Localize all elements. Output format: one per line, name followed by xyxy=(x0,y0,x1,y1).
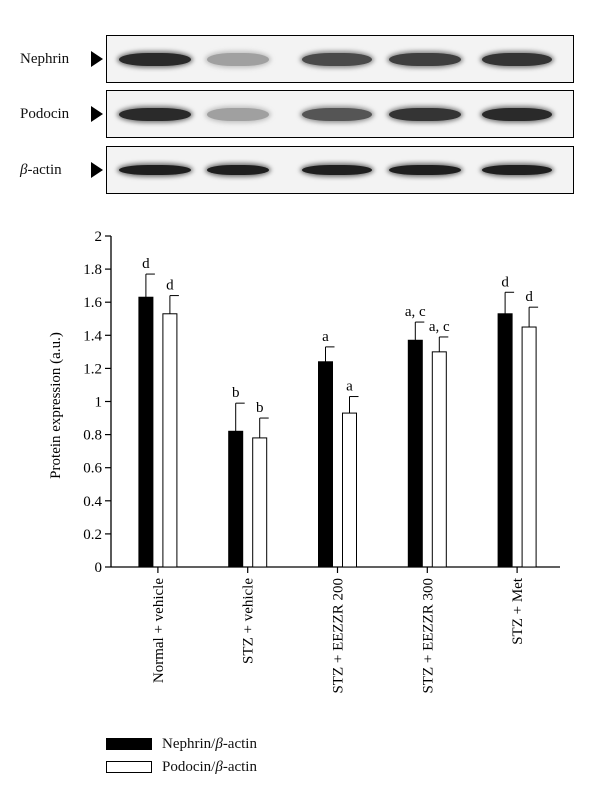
y-tick-label: 0.2 xyxy=(83,527,102,543)
significance-label: d xyxy=(166,278,174,294)
actin-label-suffix: -actin xyxy=(27,161,62,178)
y-axis-label: Protein expression (a.u.) xyxy=(48,332,64,479)
bar-nephrin xyxy=(318,361,333,568)
blot-strip-actin xyxy=(106,146,574,194)
bar-nephrin xyxy=(228,430,244,568)
blot-strip-podocin xyxy=(106,90,574,138)
legend-swatch-podocin xyxy=(106,761,152,773)
x-category-label: STZ + EEZZR 200 xyxy=(331,578,347,694)
blot-band xyxy=(302,165,372,175)
y-tick-label: 0.8 xyxy=(83,428,102,444)
significance-label: a xyxy=(322,329,329,345)
blot-row-nephrin: Nephrin xyxy=(0,35,600,83)
blot-band xyxy=(389,107,461,121)
blot-band xyxy=(482,165,552,175)
blot-band xyxy=(482,107,552,121)
blot-band xyxy=(119,107,191,121)
significance-label: d xyxy=(501,274,509,290)
y-tick-label: 1 xyxy=(95,395,103,411)
x-category-label: Normal + vehicle xyxy=(151,578,167,683)
blot-band xyxy=(207,107,269,121)
significance-label: a, c xyxy=(405,304,426,320)
actin-label-beta: β xyxy=(20,161,28,178)
bar-nephrin xyxy=(407,339,423,568)
bar-podocin xyxy=(431,351,447,568)
legend-item-podocin: Podocin/β-actin xyxy=(106,756,366,778)
blot-band xyxy=(482,52,552,66)
blot-band xyxy=(302,107,372,121)
blot-band xyxy=(389,52,461,66)
bar-nephrin xyxy=(497,313,513,568)
blot-band xyxy=(389,165,461,175)
x-category-label: STZ + EEZZR 300 xyxy=(420,578,436,694)
bar-chart: 0 0.2 0.4 0.6 0.8 1 1.2 1.4 1.6 1.8 2 Protein expre… xyxy=(48,229,560,694)
y-tick-label: 0.6 xyxy=(83,461,102,477)
significance-label: a, c xyxy=(429,319,450,335)
y-tick-label: 0 xyxy=(95,560,103,576)
bar-podocin xyxy=(521,326,537,568)
y-tick-label: 1.2 xyxy=(83,361,102,377)
significance-label: b xyxy=(232,385,240,401)
blot-label-actin: β -actin xyxy=(20,146,92,194)
arrow-right-icon xyxy=(91,162,103,178)
blot-strip-nephrin xyxy=(106,35,574,83)
arrow-right-icon xyxy=(91,51,103,67)
blot-band xyxy=(207,165,269,175)
arrow-right-icon xyxy=(91,106,103,122)
y-tick-label: 2 xyxy=(95,229,103,245)
blot-band xyxy=(207,52,269,66)
blot-band xyxy=(302,52,372,66)
legend-label-podocin: Podocin/β-actin xyxy=(162,758,257,775)
blot-band xyxy=(119,52,191,66)
significance-label: b xyxy=(256,400,264,416)
blot-row-actin: β -actin xyxy=(0,146,600,194)
blot-band xyxy=(119,165,191,175)
blot-label-podocin: Podocin xyxy=(20,105,70,122)
legend-label-nephrin: Nephrin/β-actin xyxy=(162,735,257,752)
y-tick-label: 1.6 xyxy=(83,295,102,311)
bar-nephrin xyxy=(138,296,154,568)
significance-label: d xyxy=(142,256,150,272)
x-category-label: STZ + vehicle xyxy=(241,578,257,664)
legend-swatch-nephrin xyxy=(106,738,152,750)
blot-row-podocin: Podocin xyxy=(0,90,600,138)
x-category-label: STZ + Met xyxy=(510,577,526,645)
significance-label: a xyxy=(346,379,353,395)
legend-item-nephrin: Nephrin/β-actin xyxy=(106,733,366,755)
y-tick-label: 1.4 xyxy=(83,328,102,344)
blot-label-nephrin: Nephrin xyxy=(20,50,70,67)
bar-podocin xyxy=(342,412,357,568)
bar-podocin xyxy=(162,313,178,568)
y-tick-label: 1.8 xyxy=(83,262,102,278)
bar-podocin xyxy=(252,437,268,568)
significance-label: d xyxy=(525,289,533,305)
y-tick-label: 0.4 xyxy=(83,494,102,510)
